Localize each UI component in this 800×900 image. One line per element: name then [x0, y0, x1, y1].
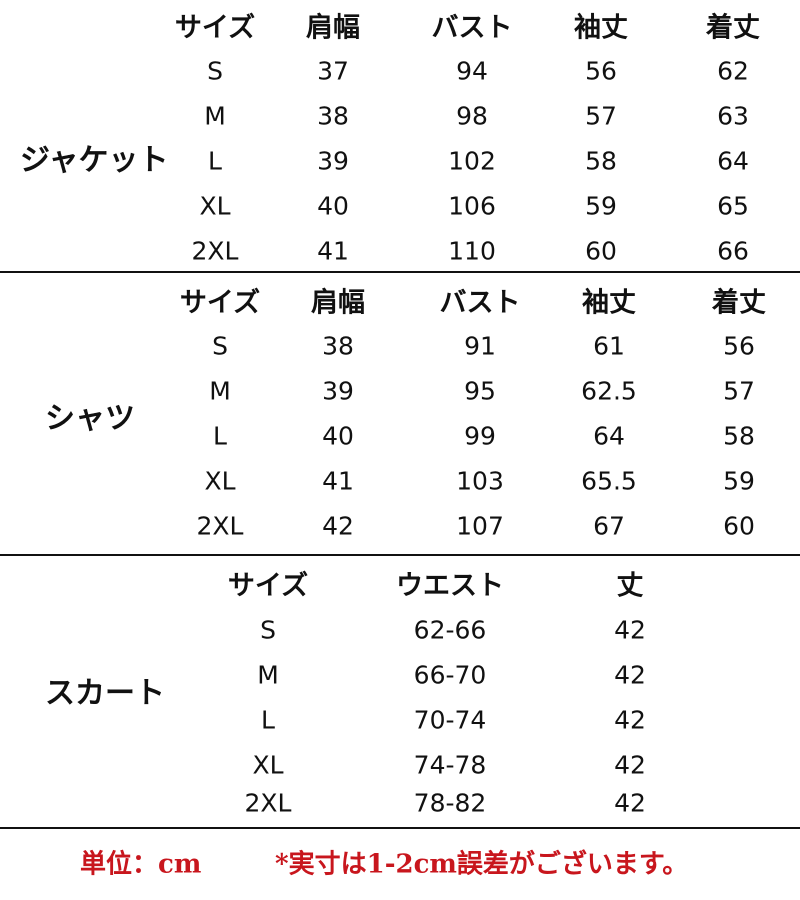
table-cell: L — [213, 421, 227, 451]
table-cell: 64 — [593, 421, 625, 451]
table-cell: 59 — [585, 191, 617, 221]
table-cell: M — [257, 660, 279, 690]
table-cell: 62.5 — [581, 376, 637, 406]
table-cell: 42 — [322, 511, 354, 541]
table-cell: 58 — [723, 421, 755, 451]
table-cell: 39 — [322, 376, 354, 406]
column-header: 着丈 — [712, 287, 766, 319]
table-cell: 40 — [317, 191, 349, 221]
table-cell: M — [204, 101, 226, 131]
table-cell: 41 — [322, 466, 354, 496]
table-cell: L — [208, 146, 222, 176]
divider — [0, 827, 800, 829]
table-cell: 62-66 — [413, 615, 487, 645]
column-header: サイズ — [179, 287, 261, 319]
table-cell: S — [212, 331, 228, 361]
table-cell: 42 — [614, 660, 646, 690]
table-cell: 42 — [614, 750, 646, 780]
table-cell: 64 — [717, 146, 749, 176]
table-cell: 66-70 — [413, 660, 487, 690]
table-cell: 38 — [317, 101, 349, 131]
table-cell: 91 — [464, 331, 496, 361]
table-cell: 74-78 — [413, 750, 487, 780]
garment-label: スカート — [45, 676, 165, 711]
divider — [0, 271, 800, 273]
table-cell: 42 — [614, 788, 646, 818]
column-header: 袖丈 — [574, 12, 628, 44]
column-header: 肩幅 — [311, 287, 365, 319]
table-cell: 65.5 — [581, 466, 637, 496]
table-cell: 107 — [456, 511, 504, 541]
table-cell: 57 — [585, 101, 617, 131]
unit-note: 単位：cm — [80, 849, 202, 880]
table-cell: 78-82 — [413, 788, 487, 818]
table-cell: 59 — [723, 466, 755, 496]
tolerance-note: *実寸は1-2cm誤差がございます。 — [275, 849, 689, 880]
column-header: バスト — [439, 287, 521, 319]
table-cell: 60 — [723, 511, 755, 541]
table-cell: 103 — [456, 466, 504, 496]
garment-label: ジャケット — [20, 143, 169, 178]
table-cell: XL — [199, 191, 231, 221]
table-cell: 37 — [317, 56, 349, 86]
garment-label: シャツ — [45, 401, 135, 436]
column-header: 袖丈 — [582, 287, 636, 319]
table-cell: 62 — [717, 56, 749, 86]
table-cell: 42 — [614, 615, 646, 645]
table-cell: 39 — [317, 146, 349, 176]
table-cell: 99 — [464, 421, 496, 451]
table-cell: 66 — [717, 236, 749, 266]
table-cell: 42 — [614, 705, 646, 735]
table-cell: 94 — [456, 56, 488, 86]
table-cell: 2XL — [196, 511, 244, 541]
table-cell: 60 — [585, 236, 617, 266]
divider — [0, 554, 800, 556]
column-header: ウエスト — [396, 570, 504, 602]
column-header: 丈 — [616, 570, 644, 602]
table-cell: XL — [204, 466, 236, 496]
table-cell: 56 — [723, 331, 755, 361]
table-cell: 56 — [585, 56, 617, 86]
table-cell: 2XL — [244, 788, 292, 818]
table-cell: 38 — [322, 331, 354, 361]
table-cell: S — [207, 56, 223, 86]
table-cell: 58 — [585, 146, 617, 176]
table-cell: M — [209, 376, 231, 406]
table-cell: XL — [252, 750, 284, 780]
table-cell: 70-74 — [413, 705, 487, 735]
table-cell: 110 — [448, 236, 496, 266]
table-cell: 61 — [593, 331, 625, 361]
column-header: サイズ — [227, 570, 309, 602]
table-cell: 95 — [464, 376, 496, 406]
table-cell: 67 — [593, 511, 625, 541]
column-header: 肩幅 — [306, 12, 360, 44]
table-cell: 102 — [448, 146, 496, 176]
table-cell: 65 — [717, 191, 749, 221]
table-cell: 63 — [717, 101, 749, 131]
table-cell: 2XL — [191, 236, 239, 266]
column-header: 着丈 — [706, 12, 760, 44]
table-cell: 57 — [723, 376, 755, 406]
column-header: サイズ — [174, 12, 256, 44]
table-cell: S — [260, 615, 276, 645]
column-header: バスト — [431, 12, 513, 44]
table-cell: 98 — [456, 101, 488, 131]
table-cell: 40 — [322, 421, 354, 451]
table-cell: 41 — [317, 236, 349, 266]
table-cell: 106 — [448, 191, 496, 221]
table-cell: L — [261, 705, 275, 735]
